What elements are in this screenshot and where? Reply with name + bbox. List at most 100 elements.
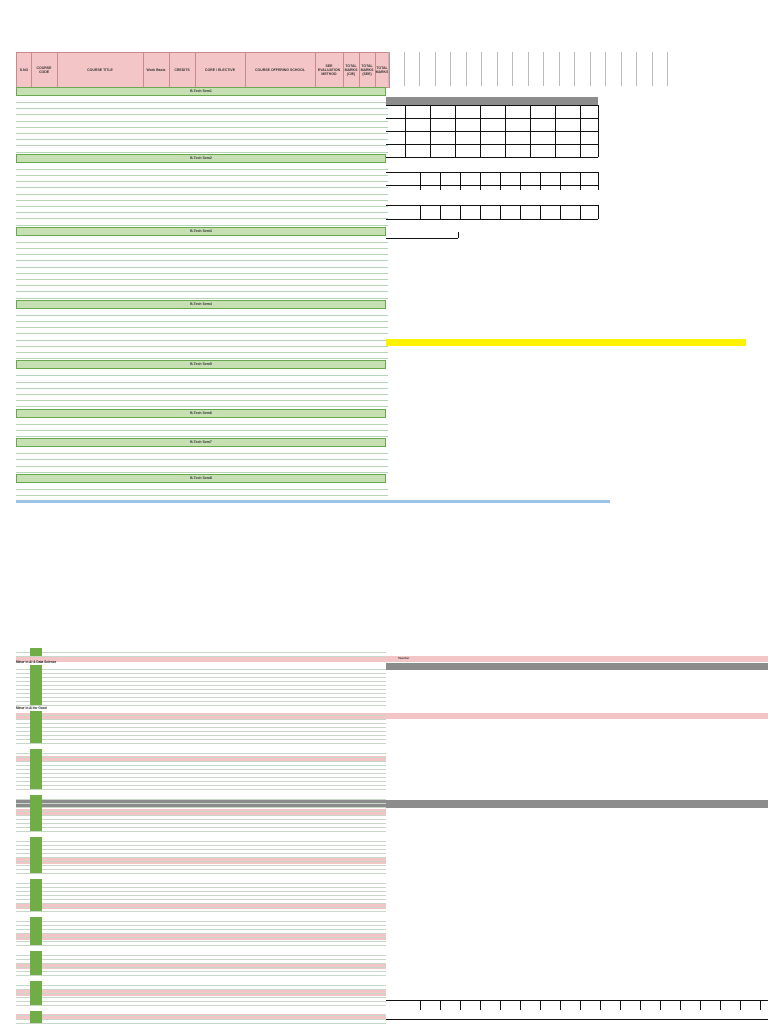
cell-code: [30, 206, 56, 212]
cell-type: [194, 327, 244, 333]
course-code-cell: [30, 823, 42, 827]
cell-see: [358, 483, 374, 489]
cell-basket: [142, 273, 168, 279]
course-code-cell: [30, 899, 42, 903]
cell-credits: [168, 321, 194, 327]
cell-credits: [168, 483, 194, 489]
cell-sno: [16, 273, 30, 279]
cell-code: [30, 169, 56, 175]
table-row: [16, 1019, 386, 1024]
cell-see: [358, 96, 374, 102]
cell-title: [56, 175, 142, 181]
cell-basket: [142, 285, 168, 291]
cell-type: [194, 418, 244, 424]
cell-credits: [168, 175, 194, 181]
course-code-cell: [30, 757, 42, 761]
cell-type: [194, 340, 244, 346]
teacher-label: Teacher: [398, 656, 410, 660]
table-row: [16, 652, 386, 657]
tick-mark: [660, 1000, 661, 1010]
cell-eval: [314, 394, 342, 400]
course-code-cell: [30, 681, 42, 685]
cell-cie: [342, 309, 358, 315]
col-header-type: CORE / ELECTIVE: [195, 53, 246, 87]
cell-cie: [342, 115, 358, 121]
cell-title: [56, 267, 142, 273]
cell-type: [194, 483, 244, 489]
cell-title: [56, 219, 142, 225]
course-code-cell: [30, 933, 42, 937]
cell-type: [194, 102, 244, 108]
cell-basket: [142, 424, 168, 430]
tick-mark: [598, 205, 599, 219]
cell-school: [244, 321, 314, 327]
course-code-cell: [30, 1011, 42, 1015]
grid-line: [543, 52, 544, 86]
table-row: [16, 309, 388, 316]
course-code-cell: [30, 861, 42, 865]
cell-see: [358, 382, 374, 388]
cell-see: [358, 292, 374, 298]
cell-code: [30, 139, 56, 145]
cell-credits: [168, 369, 194, 375]
cell-credits: [168, 139, 194, 145]
cell-title: [56, 163, 142, 169]
cell-code: [30, 279, 56, 285]
cell-cie: [342, 424, 358, 430]
col-header-code: COURSE CODE: [31, 53, 58, 87]
col-header-see: TOTAL MARKS (SEE): [359, 53, 376, 87]
cell-cie: [342, 127, 358, 133]
table-row: [16, 1001, 386, 1006]
cell-eval: [314, 388, 342, 394]
cell-school: [244, 309, 314, 315]
table-row: [16, 466, 388, 473]
cell-sno: [16, 279, 30, 285]
cell-basket: [142, 292, 168, 298]
cell-credits: [168, 133, 194, 139]
course-code-cell: [30, 753, 42, 757]
cell-basket: [142, 267, 168, 273]
table-row: [16, 242, 388, 249]
grid-line: [651, 52, 653, 86]
grid-line: [419, 52, 420, 86]
table-row: [16, 941, 386, 946]
course-code-cell: [30, 781, 42, 785]
table-row: [16, 807, 386, 812]
cell-school: [244, 194, 314, 200]
border-line: [386, 118, 598, 119]
cell-code: [30, 133, 56, 139]
cell-school: [244, 115, 314, 121]
course-code-cell: [30, 1001, 42, 1005]
cell-basket: [142, 236, 168, 242]
course-code-cell: [30, 777, 42, 781]
cell-credits: [168, 212, 194, 218]
course-code-cell: [30, 711, 42, 715]
cell-title: [56, 115, 142, 121]
cell-see: [358, 447, 374, 453]
cell-total: [374, 466, 388, 472]
cell-credits: [168, 181, 194, 187]
table-row: [16, 887, 386, 892]
tick-mark: [460, 205, 461, 219]
tick-mark: [460, 172, 461, 190]
cell-total: [374, 483, 388, 489]
cell-see: [358, 309, 374, 315]
cell-sno: [16, 321, 30, 327]
cell-sno: [16, 96, 30, 102]
cell-title: [56, 188, 142, 194]
cell-basket: [142, 334, 168, 340]
pink-band: [16, 1014, 386, 1020]
course-code-cell: [30, 865, 42, 869]
semester-band: B.Tech Sem5: [16, 360, 386, 370]
cell-total: [374, 175, 388, 181]
table-row: [16, 236, 388, 243]
cell-basket: [142, 115, 168, 121]
cell-see: [358, 219, 374, 225]
border-line: [386, 219, 598, 220]
table-row: [16, 765, 386, 770]
cell-credits: [168, 489, 194, 495]
course-code-cell: [30, 669, 42, 673]
table-row: [16, 669, 386, 674]
cell-title: [56, 254, 142, 260]
cell-code: [30, 400, 56, 406]
